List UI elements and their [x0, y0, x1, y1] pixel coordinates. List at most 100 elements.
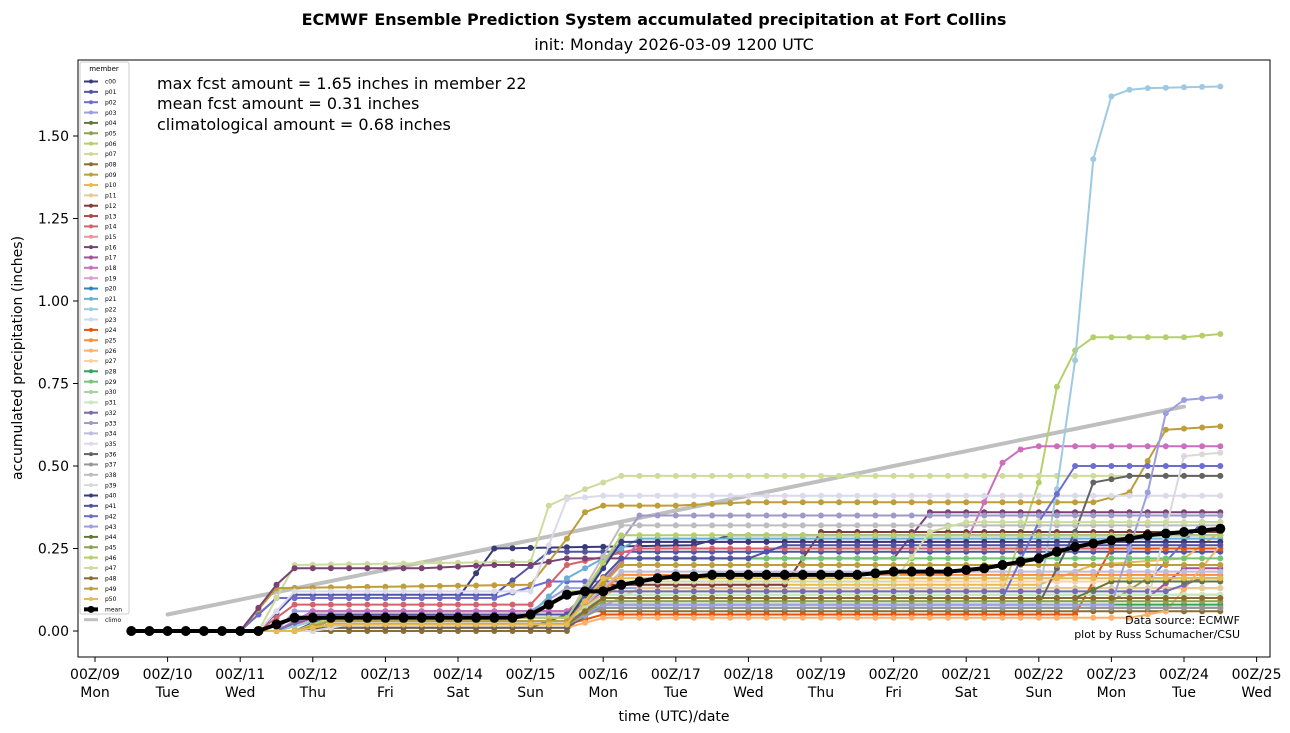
data-point [1017, 568, 1024, 575]
data-point [763, 472, 770, 479]
y-tick-label: 0.25 [38, 542, 69, 558]
legend-item-p48: p48 [84, 576, 117, 583]
data-point [636, 502, 643, 509]
data-point [654, 512, 661, 519]
data-point [1217, 519, 1224, 526]
data-point [1053, 575, 1060, 582]
data-point [799, 555, 806, 562]
data-point [1162, 542, 1169, 549]
legend-marker [89, 410, 93, 415]
data-point [709, 538, 716, 545]
mean-point [761, 569, 772, 580]
data-point [981, 472, 988, 479]
data-point [1199, 443, 1206, 450]
data-point [600, 614, 607, 621]
data-point [963, 512, 970, 519]
data-point [926, 555, 933, 562]
data-point [1162, 492, 1169, 499]
data-point [291, 628, 298, 634]
legend-item-p46: p46 [84, 555, 117, 562]
data-point [999, 512, 1006, 519]
mean-point [888, 566, 899, 577]
data-point [291, 588, 298, 595]
y-axis: 0.00 0.25 0.50 0.75 1.00 1.25 1.50 [38, 129, 78, 640]
data-point [1017, 614, 1024, 621]
legend-marker [89, 390, 93, 394]
data-point [690, 562, 697, 568]
data-point [1181, 586, 1187, 593]
x-tick-label: 00Z/11 [215, 667, 265, 683]
legend-label: p17 [105, 255, 117, 262]
mean-point [834, 569, 845, 580]
data-point [582, 486, 588, 493]
data-point [400, 565, 407, 572]
data-point [999, 519, 1006, 526]
data-point [1017, 542, 1024, 549]
legend-label: p35 [105, 441, 117, 448]
data-point [1181, 425, 1187, 432]
data-point [836, 562, 843, 568]
x-tick-label: 00Z/22 [1014, 667, 1064, 683]
data-point [1126, 86, 1133, 93]
y-tick-label: 0.75 [38, 377, 69, 393]
legend-item-p44: p44 [84, 534, 117, 541]
data-point [763, 532, 770, 539]
legend-marker [89, 327, 93, 332]
legend-label: p05 [105, 130, 117, 137]
data-point [455, 588, 461, 595]
legend-item-p31: p31 [84, 400, 117, 407]
legend-marker [89, 203, 93, 208]
mean-point [162, 626, 173, 636]
data-point [781, 512, 788, 519]
data-point [1162, 334, 1169, 341]
mean-point [217, 626, 227, 636]
x-tick-day: Tue [1171, 685, 1196, 701]
data-point [690, 492, 697, 499]
data-point [1162, 575, 1169, 582]
legend-item-p12: p12 [84, 203, 117, 210]
data-point [963, 575, 970, 582]
data-point [582, 619, 588, 626]
data-point [908, 522, 915, 529]
mean-point [1160, 528, 1171, 539]
data-point [1162, 512, 1169, 519]
data-point [890, 555, 897, 562]
legend-marker [89, 193, 93, 198]
data-point [799, 512, 806, 519]
climo-layer [165, 404, 1186, 617]
data-point [1035, 532, 1042, 539]
data-point [618, 575, 625, 582]
legend-label: p36 [105, 451, 117, 458]
mean-point [144, 626, 155, 636]
data-point [945, 472, 951, 479]
data-point [473, 601, 480, 608]
data-point [981, 575, 988, 582]
data-point [963, 499, 970, 506]
legend-marker [89, 183, 93, 187]
data-point [781, 522, 788, 529]
mean-point [1124, 533, 1135, 544]
data-point [672, 555, 679, 562]
data-point [1108, 588, 1115, 595]
data-point [1199, 83, 1206, 90]
data-point [981, 499, 988, 506]
mean-point [398, 612, 409, 623]
data-point [672, 532, 679, 539]
data-point [709, 555, 716, 562]
data-point [981, 555, 988, 562]
data-point [1181, 555, 1187, 562]
data-point [690, 555, 697, 562]
data-point [1090, 443, 1097, 450]
data-point [908, 512, 915, 519]
data-point [1217, 393, 1224, 400]
data-point [273, 581, 280, 588]
legend-label: c00 [105, 79, 116, 86]
legend-label: p46 [105, 555, 117, 562]
legend-item-p07: p07 [84, 151, 117, 158]
data-point [1017, 588, 1024, 595]
legend-label: p11 [105, 193, 117, 200]
data-point [672, 562, 679, 568]
data-point [400, 601, 407, 608]
data-point [1017, 492, 1024, 499]
